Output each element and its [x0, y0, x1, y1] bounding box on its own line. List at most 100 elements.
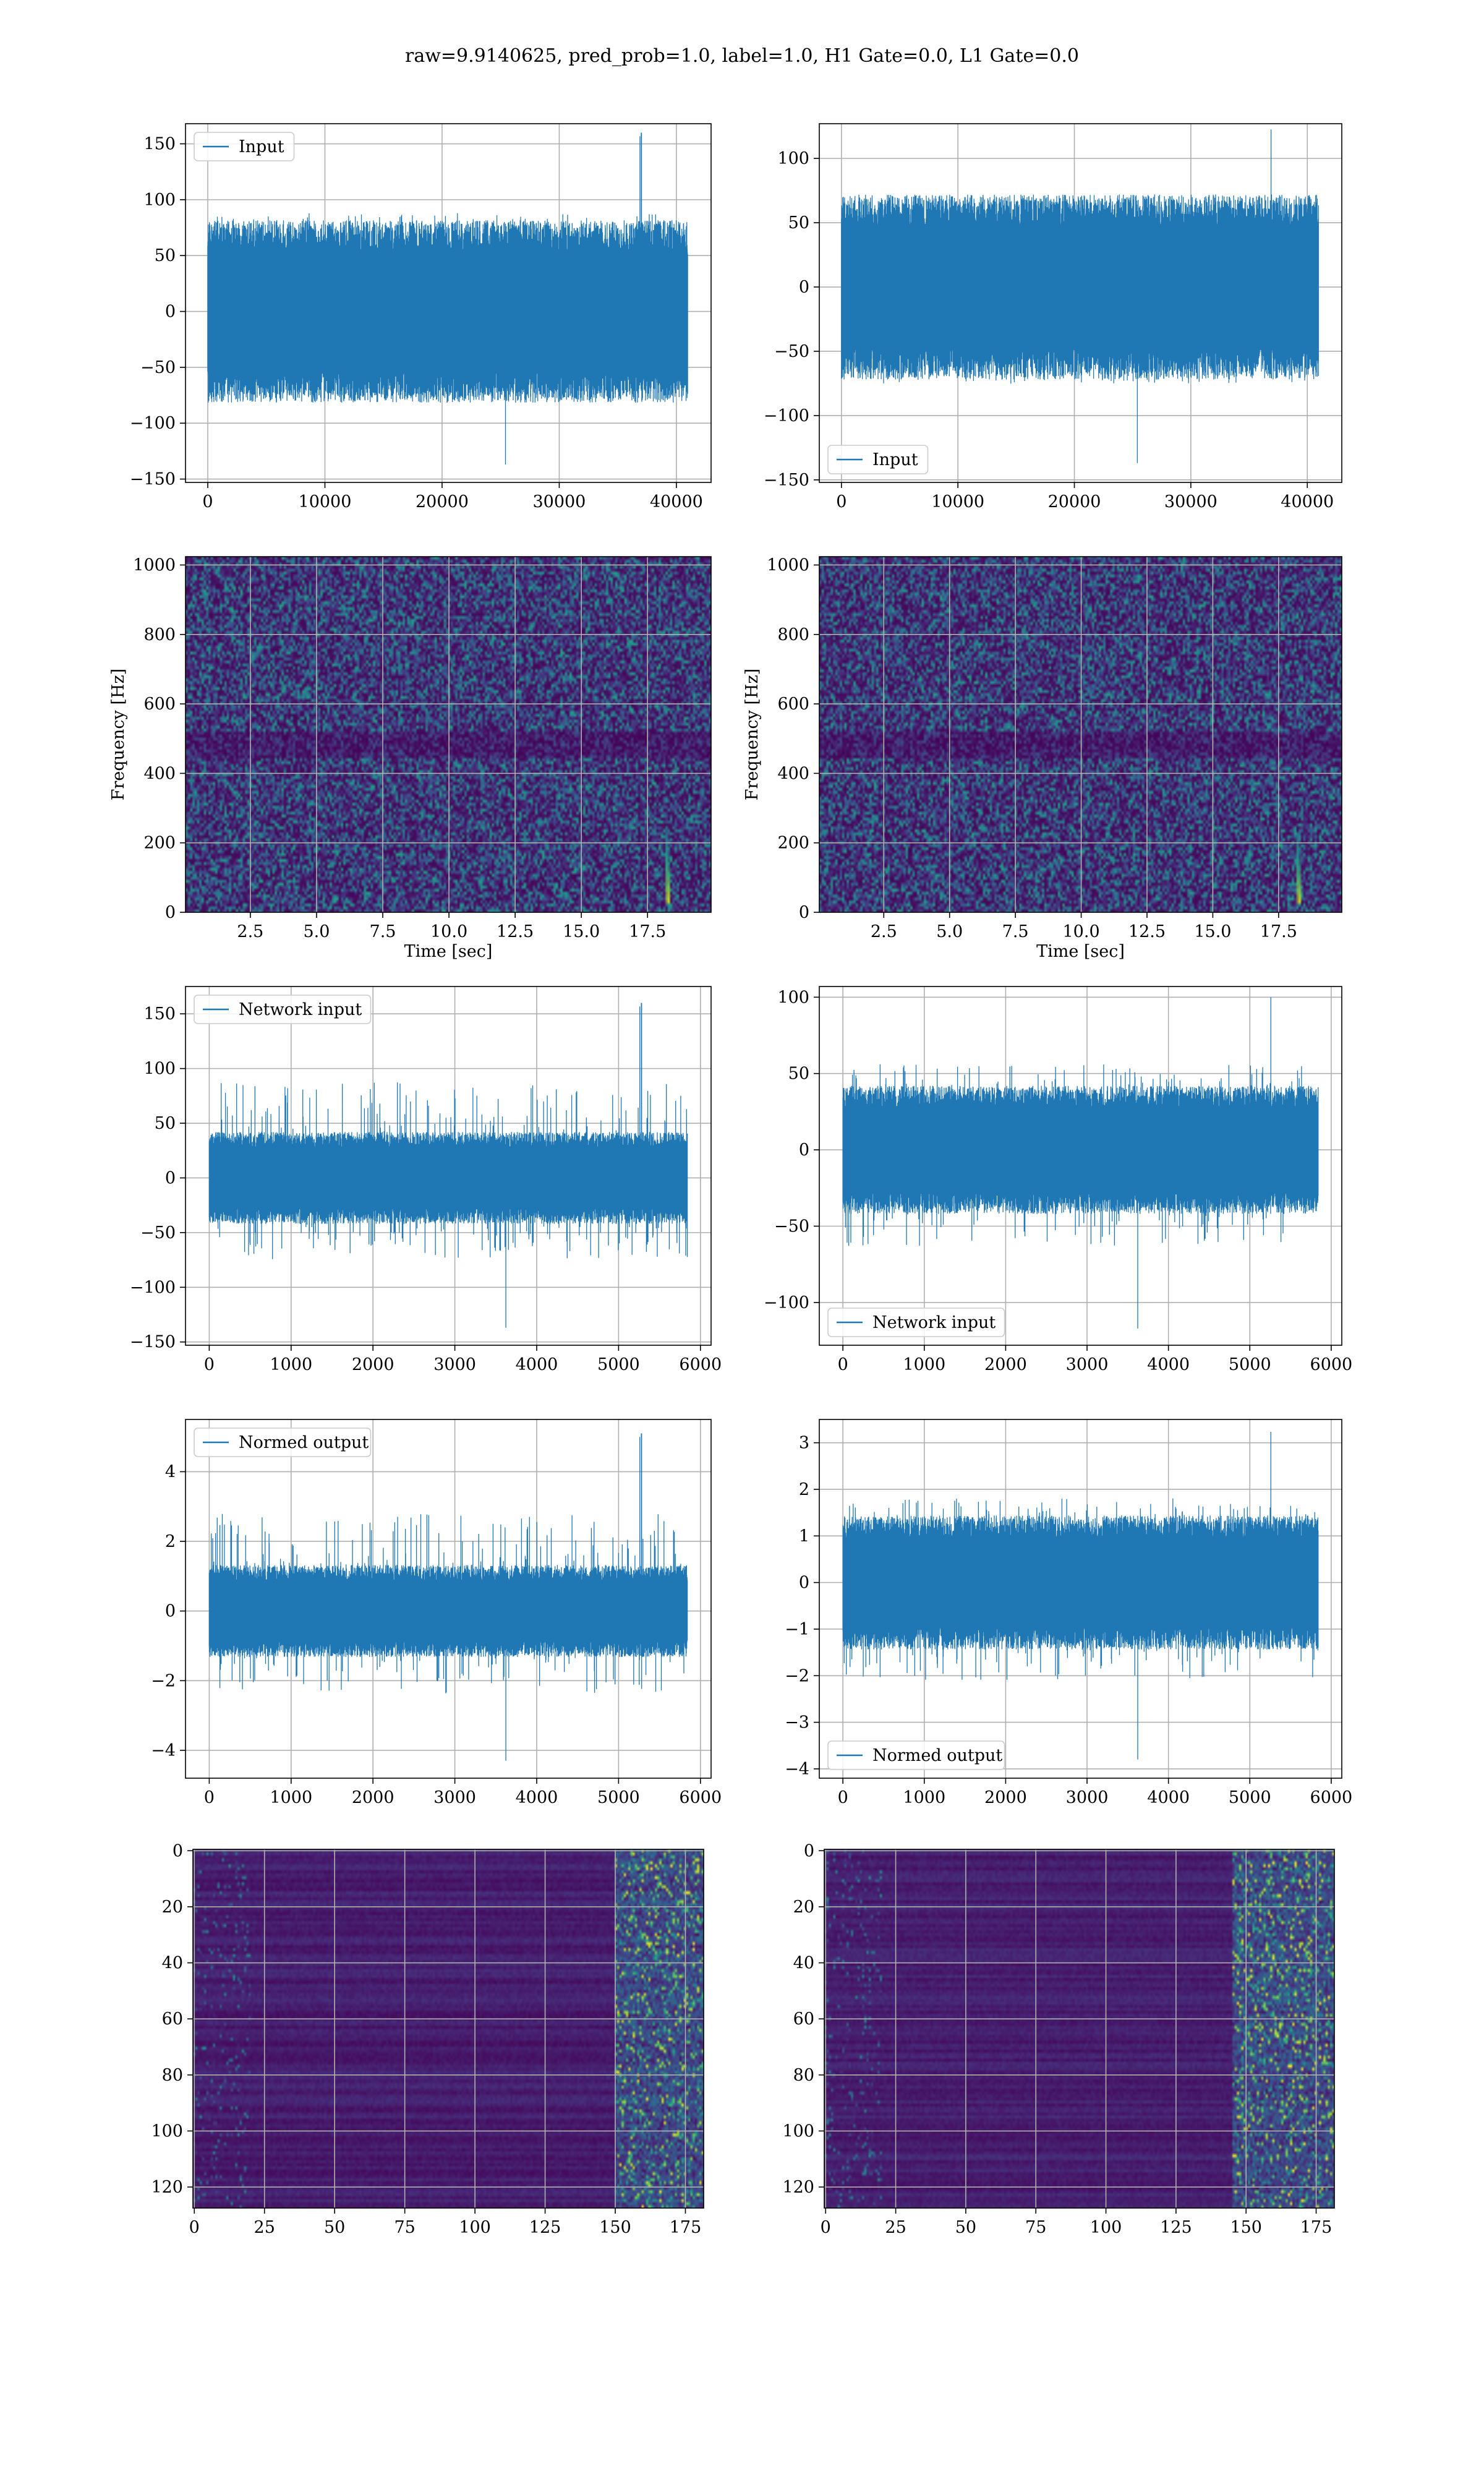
legend-box — [194, 995, 372, 1024]
subplot-network-input-h1: 0 1000 2000 3000 4000 5000 6000 −150 −100 −50 0 50 1… — [130, 986, 722, 1374]
subplot-feature-map-h1: 0 25 50 75 100 125 150 175 0 20 40 60 80 100 120 — [151, 1841, 704, 2237]
y-tick-label-3: 0 — [165, 1168, 176, 1188]
axes-frame — [819, 556, 1342, 913]
y-tick-label-5: 100 — [143, 190, 176, 210]
x-tick-label-1: 25 — [885, 2218, 906, 2237]
heatmap-image — [193, 1849, 704, 2208]
x-tick-label-0: 2.5 — [237, 922, 263, 941]
x-tick-label-2: 2000 — [352, 1355, 394, 1374]
x-tick-label-5: 125 — [529, 2218, 561, 2237]
y-tick-label-0: −150 — [130, 1333, 176, 1352]
legend-label: Network input — [872, 1313, 996, 1332]
y-tick-label-0: −4 — [785, 1760, 809, 1779]
series-band — [209, 1146, 688, 1210]
x-tick-label-0: 0 — [189, 2218, 200, 2237]
y-tick-label-1: −50 — [774, 1217, 809, 1236]
x-tick-label-3: 10.0 — [1063, 922, 1100, 941]
x-tick-label-3: 30000 — [1164, 492, 1217, 511]
y-tick-label-2: 40 — [162, 1954, 183, 1973]
x-tick-label-2: 20000 — [1048, 492, 1101, 511]
x-tick-label-3: 75 — [1025, 2218, 1046, 2237]
legend-label: Normed output — [872, 1746, 1002, 1765]
y-tick-label-2: −2 — [785, 1666, 809, 1685]
figure-suptitle: raw=9.9140625, pred_prob=1.0, label=1.0,… — [405, 45, 1079, 67]
y-tick-label-3: 50 — [788, 1064, 809, 1084]
x-tick-label-7: 175 — [1300, 2218, 1333, 2237]
y-tick-label-6: 150 — [143, 135, 176, 154]
y-tick-label-2: 40 — [793, 1954, 814, 1973]
x-tick-label-1: 5.0 — [303, 922, 330, 941]
x-tick-label-4: 12.5 — [1128, 922, 1166, 941]
axes-frame — [185, 123, 712, 483]
legend-box — [194, 1427, 372, 1457]
x-tick-label-2: 2000 — [984, 1788, 1027, 1807]
x-tick-label-1: 1000 — [270, 1355, 312, 1374]
x-tick-label-1: 10000 — [931, 492, 984, 511]
x-tick-label-5: 125 — [1160, 2218, 1192, 2237]
y-tick-label-3: 0 — [165, 302, 176, 322]
legend-label: Input — [872, 450, 918, 469]
x-tick-label-2: 7.5 — [1002, 922, 1029, 941]
y-tick-label-4: 4 — [165, 1462, 176, 1481]
x-tick-label-3: 10.0 — [430, 922, 467, 941]
y-tick-label-7: 3 — [799, 1434, 809, 1453]
y-tick-label-1: 20 — [162, 1898, 183, 1917]
y-tick-label-4: 800 — [143, 625, 176, 644]
y-tick-label-2: −50 — [140, 358, 176, 377]
axes-frame — [824, 1849, 1335, 2209]
x-tick-label-4: 4000 — [516, 1355, 558, 1374]
subplot-feature-map-l1: 0 25 50 75 100 125 150 175 0 20 40 60 80 100 120 — [782, 1841, 1335, 2237]
y-tick-label-4: 80 — [793, 2066, 814, 2085]
x-tick-label-6: 6000 — [1310, 1788, 1353, 1807]
y-tick-label-0: 0 — [173, 1841, 183, 1860]
x-tick-label-3: 3000 — [433, 1355, 476, 1374]
y-tick-label-5: 100 — [777, 149, 809, 168]
subplot-network-input-l1: 0 1000 2000 3000 4000 5000 6000 −100 −50 0 50 100 Ne… — [764, 986, 1352, 1374]
axes-frame — [185, 1419, 712, 1779]
x-tick-label-5: 5000 — [597, 1788, 640, 1807]
x-tick-label-3: 75 — [394, 2218, 415, 2237]
x-tick-label-0: 0 — [204, 1788, 215, 1807]
legend-box — [827, 445, 929, 474]
x-tick-label-4: 4000 — [516, 1788, 558, 1807]
y-tick-label-4: 80 — [162, 2066, 183, 2085]
series-band — [208, 249, 688, 374]
legend-label: Network input — [239, 1000, 362, 1019]
x-tick-label-1: 1000 — [903, 1355, 945, 1374]
x-tick-label-1: 5.0 — [936, 922, 963, 941]
x-tick-label-0: 0 — [204, 1355, 215, 1374]
x-tick-label-6: 150 — [599, 2218, 631, 2237]
legend-box — [194, 132, 295, 161]
y-tick-label-2: 400 — [143, 764, 176, 783]
y-tick-label-1: 200 — [777, 834, 809, 853]
series-band — [843, 1536, 1318, 1629]
x-tick-label-3: 3000 — [1066, 1788, 1109, 1807]
heatmap-image — [819, 557, 1342, 912]
y-tick-label-4: 50 — [788, 213, 809, 233]
y-tick-label-1: 20 — [793, 1898, 814, 1917]
series-band — [209, 1579, 688, 1643]
y-tick-label-1: 200 — [143, 834, 176, 853]
y-tick-label-5: 100 — [782, 2121, 814, 2141]
y-tick-label-3: 60 — [162, 2010, 183, 2029]
y-tick-label-6: 120 — [782, 2178, 814, 2197]
axes-frame — [192, 1849, 704, 2209]
x-tick-label-2: 20000 — [416, 492, 469, 511]
y-tick-label-4: 800 — [777, 625, 809, 644]
y-tick-label-2: −50 — [774, 342, 809, 361]
y-tick-label-5: 1000 — [133, 555, 176, 575]
x-tick-label-5: 5000 — [1229, 1355, 1271, 1374]
legend-box — [827, 1308, 1005, 1337]
x-tick-label-1: 1000 — [270, 1788, 312, 1807]
y-tick-label-3: 60 — [793, 2010, 814, 2029]
x-tick-label-1: 1000 — [903, 1788, 945, 1807]
y-tick-label-5: 1 — [799, 1526, 809, 1546]
series-band — [841, 223, 1319, 351]
y-tick-label-1: −2 — [151, 1671, 176, 1690]
y-tick-label-1: −3 — [785, 1713, 809, 1732]
x-tick-label-1: 10000 — [299, 492, 352, 511]
y-tick-label-1: −100 — [130, 414, 176, 433]
x-tick-label-4: 100 — [1090, 2218, 1122, 2237]
x-tick-label-5: 5000 — [1229, 1788, 1271, 1807]
x-tick-label-4: 40000 — [650, 492, 703, 511]
